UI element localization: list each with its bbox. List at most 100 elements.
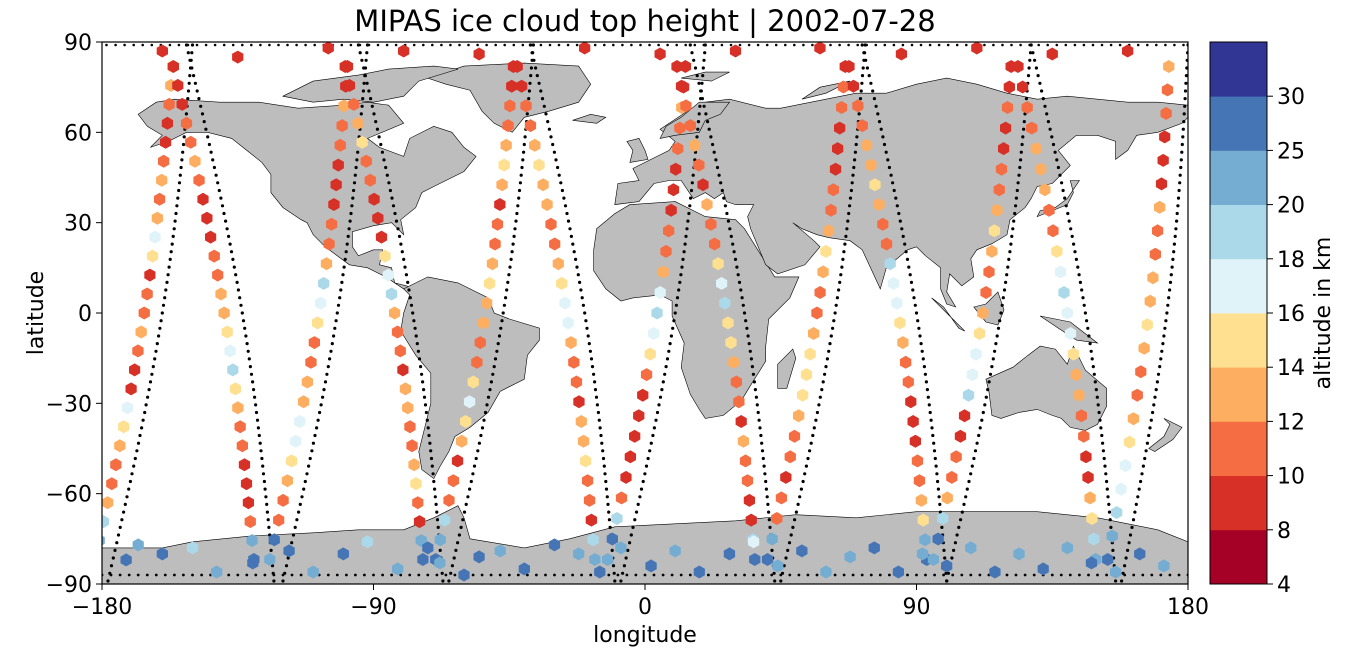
cloud-point [221, 325, 233, 339]
cloud-point [511, 60, 523, 73]
track-dot [1180, 142, 1184, 147]
cloud-point [516, 79, 528, 93]
track-dot [995, 334, 999, 338]
track-dot [690, 51, 694, 55]
track-dot [160, 311, 164, 315]
track-dot [1164, 43, 1167, 47]
track-dot [344, 250, 348, 254]
track-dot [931, 433, 935, 438]
cloud-point [577, 434, 590, 448]
track-dot [122, 510, 126, 514]
track-dot [1141, 573, 1145, 577]
track-dot [186, 97, 190, 101]
track-dot [164, 288, 168, 292]
cloud-point [156, 44, 168, 58]
track-dot [701, 74, 705, 78]
track-dot [579, 288, 583, 292]
track-dot [760, 449, 765, 453]
track-dot [879, 127, 883, 131]
track-dot [812, 426, 816, 430]
track-dot [1000, 303, 1004, 307]
track-dot [737, 280, 742, 284]
track-dot [180, 158, 184, 162]
track-dot [600, 441, 604, 445]
track-dot [372, 112, 376, 116]
track-dot [177, 181, 182, 185]
track-dot [594, 395, 599, 399]
track-dot [394, 219, 399, 223]
track-dot [1021, 135, 1025, 139]
track-dot [833, 573, 837, 577]
track-dot [929, 418, 933, 422]
cloud-point [897, 336, 909, 350]
cloud-point [298, 395, 310, 409]
track-dot [580, 573, 583, 577]
track-dot [719, 181, 723, 185]
track-dot [973, 449, 978, 453]
track-dot [970, 464, 974, 468]
track-dot [235, 280, 239, 284]
cloud-point [991, 203, 1003, 217]
track-dot [358, 43, 362, 47]
cloud-point [892, 565, 904, 579]
track-dot [535, 74, 539, 78]
track-dot [1096, 403, 1100, 407]
cloud-point [573, 395, 585, 409]
track-dot [1005, 573, 1009, 577]
track-dot [625, 573, 629, 577]
cloud-point [657, 265, 669, 279]
cloud-point [146, 249, 159, 263]
track-dot [426, 573, 430, 577]
track-dot [1073, 250, 1077, 254]
track-dot [755, 403, 759, 407]
track-dot [409, 303, 414, 307]
track-dot [480, 573, 484, 577]
cloud-point [361, 535, 374, 549]
track-dot [1068, 573, 1072, 577]
track-dot [621, 43, 624, 47]
track-dot [793, 518, 797, 522]
track-dot [693, 66, 698, 70]
track-dot [1060, 181, 1064, 185]
track-dot [547, 127, 552, 131]
cloud-point [932, 532, 944, 546]
track-dot [1184, 74, 1188, 78]
track-dot [364, 58, 368, 62]
track-dot [159, 319, 163, 323]
track-dot [171, 234, 175, 238]
cloud-point [748, 535, 760, 549]
track-dot [673, 311, 677, 315]
cloud-point [995, 162, 1008, 176]
track-dot [799, 487, 804, 491]
track-dot [629, 533, 633, 537]
track-dot [316, 418, 320, 422]
track-dot [177, 43, 181, 47]
track-dot [720, 43, 724, 47]
cloud-point [1149, 247, 1161, 261]
track-dot [1096, 573, 1099, 577]
track-dot [806, 573, 810, 577]
track-dot [1176, 204, 1180, 208]
track-dot [731, 242, 735, 246]
track-dot [984, 395, 988, 399]
track-dot [220, 204, 225, 208]
track-dot [190, 43, 195, 47]
cloud-point [290, 434, 302, 448]
track-dot [516, 573, 520, 577]
track-dot [602, 464, 606, 468]
track-dot [842, 250, 846, 254]
track-dot [335, 573, 339, 577]
cloud-point [160, 135, 172, 149]
track-dot [767, 518, 771, 522]
track-dot [425, 418, 429, 422]
track-dot [1181, 135, 1185, 139]
track-dot [1028, 51, 1033, 55]
track-dot [1070, 234, 1074, 238]
cloud-point [481, 296, 493, 310]
track-dot [477, 441, 481, 445]
track-dot [1124, 556, 1128, 560]
track-dot [146, 395, 150, 399]
track-dot [677, 288, 681, 292]
track-dot [311, 441, 315, 445]
cloud-point [491, 217, 504, 231]
